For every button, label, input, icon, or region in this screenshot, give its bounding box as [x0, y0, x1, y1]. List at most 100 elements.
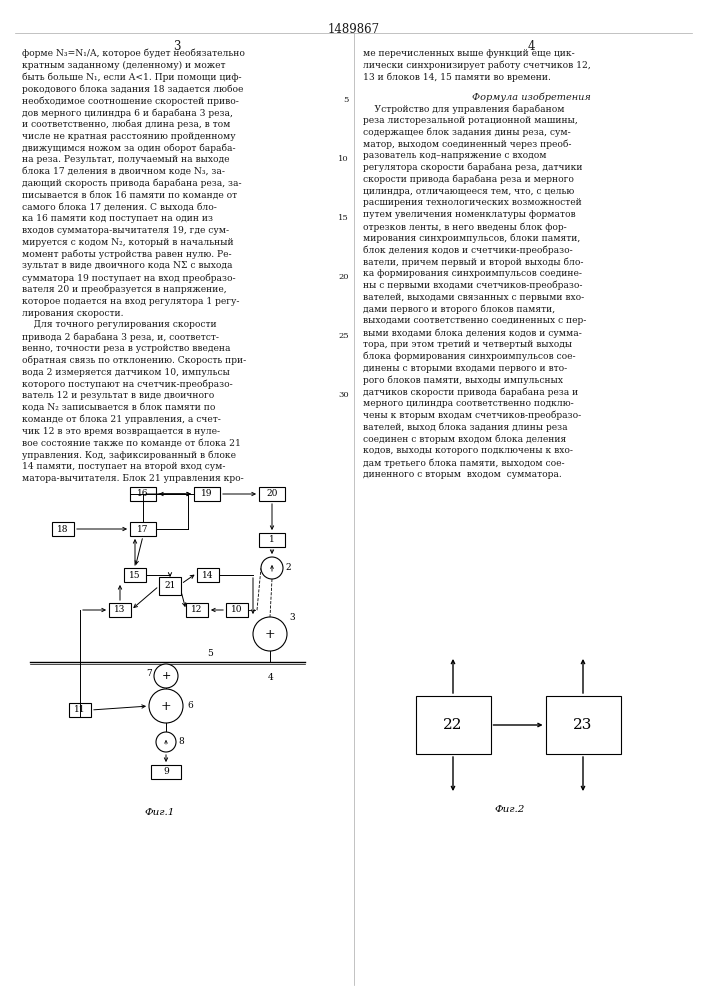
Text: рого блоков памяти, выходы импульсных: рого блоков памяти, выходы импульсных [363, 375, 563, 385]
Text: Устройство для управления барабаном: Устройство для управления барабаном [363, 104, 564, 113]
Text: чик 12 в это время возвращается в нуле-: чик 12 в это время возвращается в нуле- [22, 427, 220, 436]
Text: вателей, выход блока задания длины реза: вателей, выход блока задания длины реза [363, 423, 568, 432]
FancyBboxPatch shape [124, 568, 146, 582]
Text: дами первого и второго блоков памяти,: дами первого и второго блоков памяти, [363, 305, 555, 314]
Text: реза листорезальной ротационной машины,: реза листорезальной ротационной машины, [363, 116, 578, 125]
Text: 5: 5 [344, 96, 349, 104]
Text: 13 и блоков 14, 15 памяти во времени.: 13 и блоков 14, 15 памяти во времени. [363, 73, 551, 82]
Text: 6: 6 [187, 702, 193, 710]
FancyBboxPatch shape [159, 577, 181, 595]
Text: Для точного регулирования скорости: Для точного регулирования скорости [22, 320, 216, 329]
Text: чены к вторым входам счетчиков-преобразо-: чены к вторым входам счетчиков-преобразо… [363, 411, 581, 420]
FancyBboxPatch shape [546, 696, 621, 754]
Text: тора, при этом третий и четвертый выходы: тора, при этом третий и четвертый выходы [363, 340, 572, 349]
Text: числе не кратная расстоянию пройденному: числе не кратная расстоянию пройденному [22, 132, 235, 141]
Text: 4: 4 [527, 40, 534, 53]
Text: и соответственно, любая длина реза, в том: и соответственно, любая длина реза, в то… [22, 120, 230, 129]
FancyBboxPatch shape [186, 603, 208, 617]
FancyBboxPatch shape [416, 696, 491, 754]
Text: кода N₂ записывается в блок памяти по: кода N₂ записывается в блок памяти по [22, 403, 216, 412]
Text: 25: 25 [339, 332, 349, 340]
Text: 11: 11 [74, 706, 86, 714]
Text: матора-вычитателя. Блок 21 управления кро-: матора-вычитателя. Блок 21 управления кр… [22, 474, 244, 483]
Text: 20: 20 [267, 489, 278, 498]
Text: соединен с вторым входом блока деления: соединен с вторым входом блока деления [363, 434, 566, 444]
Text: привода 2 барабана 3 реза, и, соответст-: привода 2 барабана 3 реза, и, соответст- [22, 332, 219, 342]
Text: 4: 4 [268, 673, 274, 682]
Text: датчиков скорости привода барабана реза и: датчиков скорости привода барабана реза … [363, 387, 578, 397]
Circle shape [154, 664, 178, 688]
Text: 3: 3 [173, 40, 181, 53]
Text: 23: 23 [573, 718, 592, 732]
Text: команде от блока 21 управления, а счет-: команде от блока 21 управления, а счет- [22, 415, 221, 424]
Text: 10: 10 [231, 605, 243, 614]
FancyBboxPatch shape [130, 522, 156, 536]
Text: 5: 5 [207, 649, 213, 658]
Text: 14 памяти, поступает на второй вход сум-: 14 памяти, поступает на второй вход сум- [22, 462, 226, 471]
Circle shape [261, 557, 283, 579]
Text: регулятора скорости барабана реза, датчики: регулятора скорости барабана реза, датчи… [363, 163, 583, 172]
Text: 22: 22 [443, 718, 463, 732]
Text: самого блока 17 деления. С выхода бло-: самого блока 17 деления. С выхода бло- [22, 202, 217, 211]
Text: 2: 2 [285, 564, 291, 572]
Text: 13: 13 [115, 605, 126, 614]
Text: выходами соответственно соединенных с пер-: выходами соответственно соединенных с пе… [363, 316, 586, 325]
Text: матор, выходом соединенный через преоб-: матор, выходом соединенный через преоб- [363, 139, 571, 149]
Text: 10: 10 [339, 155, 349, 163]
Text: рокодового блока задания 18 задается любое: рокодового блока задания 18 задается люб… [22, 84, 243, 94]
Text: мирования синхроимпульсов, блоки памяти,: мирования синхроимпульсов, блоки памяти, [363, 234, 580, 243]
Text: блок деления кодов и счетчики-преобразо-: блок деления кодов и счетчики-преобразо- [363, 246, 573, 255]
Text: отрезков ленты, в него введены блок фор-: отрезков ленты, в него введены блок фор- [363, 222, 567, 232]
Text: 15: 15 [338, 214, 349, 222]
FancyBboxPatch shape [130, 487, 156, 501]
FancyBboxPatch shape [69, 703, 91, 717]
Text: 9: 9 [163, 768, 169, 776]
Text: зультат в виде двоичного кода NΣ с выхода: зультат в виде двоичного кода NΣ с выход… [22, 261, 233, 270]
Text: на реза. Результат, получаемый на выходе: на реза. Результат, получаемый на выходе [22, 155, 230, 164]
Text: быть больше N₁, если A<1. При помощи циф-: быть больше N₁, если A<1. При помощи циф… [22, 73, 242, 82]
Text: динены с вторыми входами первого и вто-: динены с вторыми входами первого и вто- [363, 364, 567, 373]
Text: необходимое соотношение скоростей приво-: необходимое соотношение скоростей приво- [22, 96, 239, 106]
Text: которое подается на вход регулятора 1 регу-: которое подается на вход регулятора 1 ре… [22, 297, 240, 306]
Text: 30: 30 [339, 391, 349, 399]
FancyBboxPatch shape [194, 487, 220, 501]
Text: 1489867: 1489867 [327, 23, 380, 36]
Text: 7: 7 [146, 670, 152, 678]
Text: вое состояние также по команде от блока 21: вое состояние также по команде от блока … [22, 438, 241, 447]
Text: ватель 12 и результат в виде двоичного: ватель 12 и результат в виде двоичного [22, 391, 214, 400]
Text: 12: 12 [192, 605, 203, 614]
Text: писывается в блок 16 памяти по команде от: писывается в блок 16 памяти по команде о… [22, 191, 237, 200]
Text: управления. Код, зафиксированный в блоке: управления. Код, зафиксированный в блоке [22, 450, 236, 460]
Text: ватели, причем первый и второй выходы бло-: ватели, причем первый и второй выходы бл… [363, 257, 583, 267]
Text: вода 2 измеряется датчиком 10, импульсы: вода 2 измеряется датчиком 10, импульсы [22, 368, 230, 377]
Text: обратная связь по отклонению. Скорость при-: обратная связь по отклонению. Скорость п… [22, 356, 246, 365]
Text: выми входами блока деления кодов и сумма-: выми входами блока деления кодов и сумма… [363, 328, 582, 338]
Text: венно, точности реза в устройство введена: венно, точности реза в устройство введен… [22, 344, 230, 353]
Text: кодов, выходы которого подключены к вхо-: кодов, выходы которого подключены к вхо- [363, 446, 573, 455]
Text: +: + [264, 628, 275, 641]
Text: дающий скорость привода барабана реза, за-: дающий скорость привода барабана реза, з… [22, 179, 242, 188]
Text: вателя 20 и преобразуется в напряжение,: вателя 20 и преобразуется в напряжение, [22, 285, 227, 294]
FancyBboxPatch shape [52, 522, 74, 536]
Text: +: + [160, 700, 171, 712]
Text: сумматора 19 поступает на вход преобразо-: сумматора 19 поступает на вход преобразо… [22, 273, 235, 283]
Text: 17: 17 [137, 524, 148, 534]
Text: входов сумматора-вычитателя 19, где сум-: входов сумматора-вычитателя 19, где сум- [22, 226, 229, 235]
Circle shape [149, 689, 183, 723]
Text: 20: 20 [339, 273, 349, 281]
Text: форме N₃=N₁/A, которое будет необязательно: форме N₃=N₁/A, которое будет необязатель… [22, 49, 245, 58]
Text: 8: 8 [178, 738, 184, 746]
Text: ка формирования синхроимпульсов соедине-: ка формирования синхроимпульсов соедине- [363, 269, 582, 278]
Text: 19: 19 [201, 489, 213, 498]
Text: цилиндра, отличающееся тем, что, с целью: цилиндра, отличающееся тем, что, с целью [363, 187, 574, 196]
Text: мерного цилиндра соответственно подклю-: мерного цилиндра соответственно подклю- [363, 399, 574, 408]
Text: ка 16 памяти код поступает на один из: ка 16 памяти код поступает на один из [22, 214, 213, 223]
Text: Фиг.2: Фиг.2 [495, 805, 525, 814]
FancyBboxPatch shape [197, 568, 219, 582]
Text: движущимся ножом за один оборот бараба-: движущимся ножом за один оборот бараба- [22, 143, 235, 153]
Text: 16: 16 [137, 489, 148, 498]
Text: 15: 15 [129, 570, 141, 580]
Text: блока 17 деления в двоичном коде N₃, за-: блока 17 деления в двоичном коде N₃, за- [22, 167, 225, 176]
FancyBboxPatch shape [259, 533, 285, 547]
Text: лически синхронизирует работу счетчиков 12,: лически синхронизирует работу счетчиков … [363, 61, 591, 70]
